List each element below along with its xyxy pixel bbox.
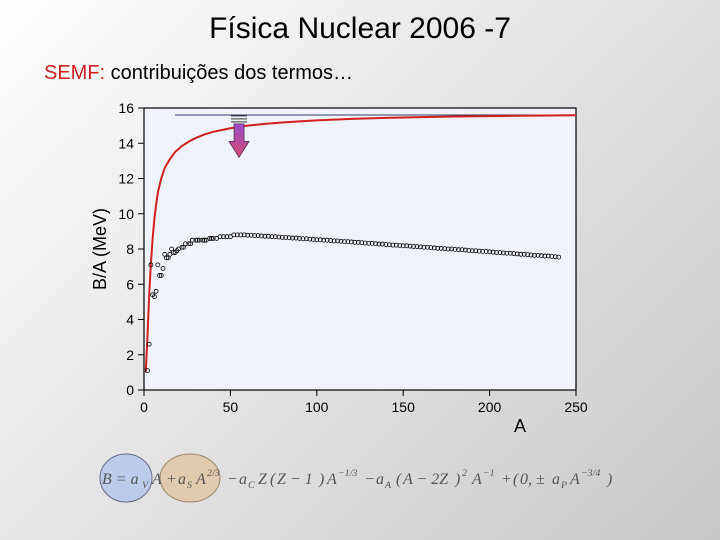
- svg-text:A: A: [569, 471, 580, 488]
- svg-text:−: −: [227, 471, 238, 488]
- svg-text:−: −: [364, 471, 375, 488]
- svg-text:(: (: [513, 471, 520, 488]
- svg-text:A: A: [195, 471, 206, 488]
- svg-text:S: S: [187, 480, 192, 491]
- subtitle: SEMF: contribuições dos termos…: [44, 62, 353, 85]
- svg-text:Z: Z: [258, 471, 268, 488]
- svg-text:−3/4: −3/4: [581, 468, 600, 479]
- svg-text:A: A: [326, 471, 337, 488]
- svg-text:a: a: [552, 471, 560, 488]
- svg-text:4: 4: [126, 312, 134, 328]
- svg-text:0: 0: [126, 382, 134, 398]
- svg-text:200: 200: [478, 399, 502, 415]
- svg-text:C: C: [248, 480, 255, 491]
- svg-text:12: 12: [118, 171, 134, 187]
- svg-text:): ): [606, 471, 612, 488]
- svg-text:A − 2Z: A − 2Z: [402, 471, 449, 488]
- svg-text:50: 50: [223, 399, 239, 415]
- binding-energy-chart: 0 50 100 150 200 250 0 2 4 6 8 10 12 14 16 A B/A (MeV): [88, 96, 588, 436]
- svg-text:100: 100: [305, 399, 329, 415]
- svg-text:150: 150: [392, 399, 416, 415]
- svg-text:14: 14: [118, 135, 134, 151]
- svg-text:a: a: [178, 471, 186, 488]
- svg-text:B = a: B = a: [102, 471, 139, 488]
- svg-text:0, ±: 0, ±: [520, 471, 545, 488]
- semf-formula: B = aVA+aSA2/3−aCZ(Z − 1)A−1/3−aA(A − 2Z…: [96, 454, 656, 514]
- svg-text:250: 250: [564, 399, 588, 415]
- svg-text:+: +: [501, 471, 512, 488]
- svg-text:2: 2: [462, 468, 467, 479]
- svg-text:A: A: [471, 471, 482, 488]
- svg-text:V: V: [142, 480, 149, 491]
- subtitle-rest: contribuições dos termos…: [105, 62, 353, 84]
- svg-text:A: A: [514, 416, 526, 436]
- svg-text:a: a: [239, 471, 247, 488]
- svg-text:Z − 1: Z − 1: [277, 471, 313, 488]
- svg-text:A: A: [384, 480, 392, 491]
- svg-text:a: a: [376, 471, 384, 488]
- svg-text:+: +: [166, 471, 177, 488]
- svg-text:(: (: [396, 471, 403, 488]
- subtitle-prefix: SEMF:: [44, 62, 105, 84]
- svg-text:(: (: [270, 471, 277, 488]
- page-title: Física Nuclear 2006 -7: [0, 12, 720, 46]
- svg-text:0: 0: [140, 399, 148, 415]
- svg-text:): ): [318, 471, 324, 488]
- svg-text:2/3: 2/3: [207, 468, 220, 479]
- svg-text:−1: −1: [483, 468, 495, 479]
- svg-text:B/A (MeV): B/A (MeV): [90, 208, 110, 290]
- svg-text:): ): [454, 471, 460, 488]
- svg-text:6: 6: [126, 276, 134, 292]
- svg-text:A: A: [151, 471, 162, 488]
- svg-text:P: P: [560, 480, 567, 491]
- svg-text:2: 2: [126, 347, 134, 363]
- svg-text:10: 10: [118, 206, 134, 222]
- svg-text:−1/3: −1/3: [338, 468, 357, 479]
- svg-text:8: 8: [126, 241, 134, 257]
- svg-text:16: 16: [118, 100, 134, 116]
